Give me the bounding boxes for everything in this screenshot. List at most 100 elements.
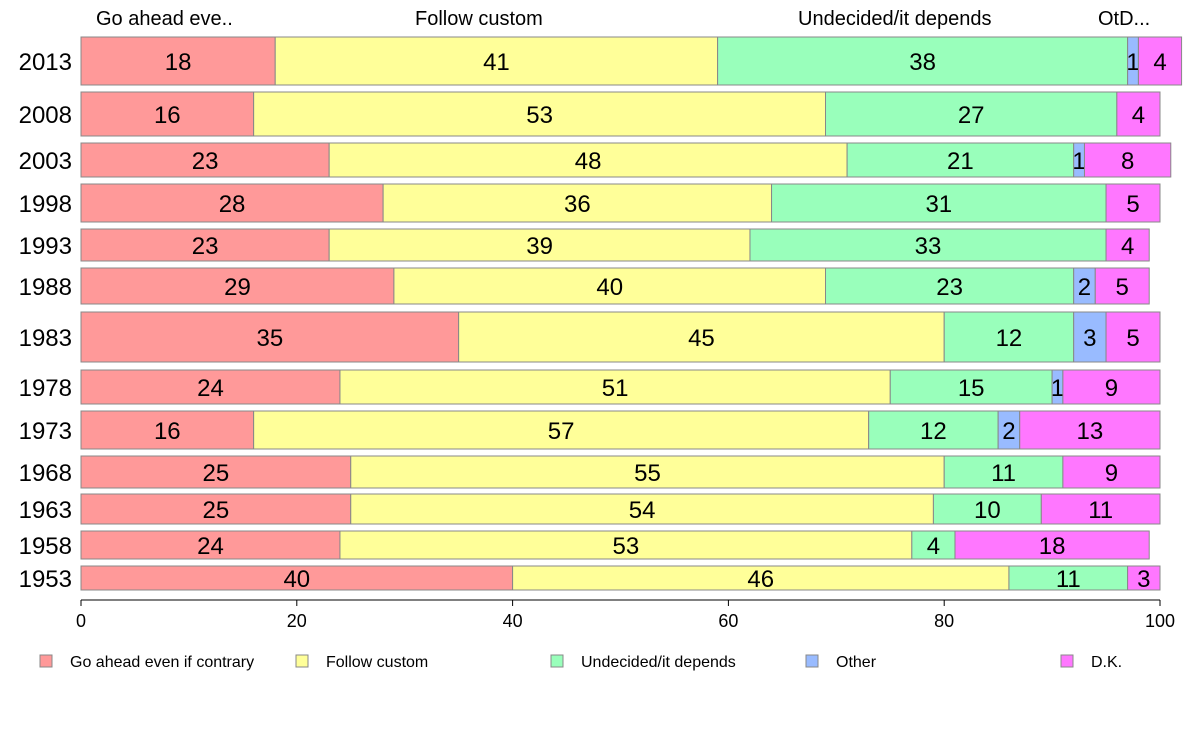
data-label: 35: [256, 325, 283, 352]
data-label: 48: [575, 148, 602, 175]
legend-item: Go ahead even if contrary: [39, 654, 254, 671]
bar-segment: [80, 530, 341, 560]
year-label: 2003: [19, 148, 72, 175]
bar-segment: [1094, 267, 1150, 305]
legend-label: Follow custom: [326, 654, 428, 671]
data-label: 45: [688, 325, 715, 352]
year-label: 1968: [19, 460, 72, 487]
year-label: 1963: [19, 497, 72, 524]
bar-segment: [1040, 493, 1161, 525]
legend-label: Other: [836, 654, 877, 671]
bar-segment: [274, 36, 719, 86]
bar-segment: [825, 91, 1118, 137]
data-label: 4: [1153, 49, 1166, 76]
year-label: 1973: [19, 418, 72, 445]
data-label: 2: [1002, 418, 1015, 445]
bar-segment: [80, 493, 352, 525]
bar-segment: [1083, 142, 1172, 178]
data-label: 53: [526, 102, 553, 129]
year-label: 1983: [19, 325, 72, 352]
bar-row: 29 40 23 2 5: [80, 267, 1150, 305]
bar-segment: [328, 142, 848, 178]
bar-segment: [80, 36, 276, 86]
data-label: 55: [634, 460, 661, 487]
legend-item: Undecided/it depends: [550, 654, 736, 671]
data-label: 36: [564, 191, 591, 218]
year-label: 1998: [19, 191, 72, 218]
year-labels: 2013 2008 2003 1998 1993 1988 1983 1978 1973 1968…: [19, 49, 72, 593]
data-label: 41: [483, 49, 510, 76]
data-label: 25: [203, 497, 230, 524]
data-label: 25: [203, 460, 230, 487]
x-tick-label: 40: [503, 611, 523, 631]
data-label: 18: [165, 49, 192, 76]
bar-row: 40 46 11 3: [80, 565, 1161, 593]
data-label: 12: [996, 325, 1023, 352]
x-tick-label: 0: [76, 611, 86, 631]
data-label: 11: [1088, 497, 1113, 524]
bar-segment: [393, 267, 827, 305]
bar-row: 24 51 15 1 9: [80, 369, 1161, 405]
bar-segment: [458, 311, 945, 363]
bar-segment: [80, 410, 255, 450]
bar-segment: [943, 455, 1064, 489]
legend-item: Follow custom: [295, 654, 428, 671]
data-label: 5: [1126, 325, 1139, 352]
data-label: 13: [1077, 418, 1104, 445]
bar-segment: [339, 530, 913, 560]
data-label: 12: [920, 418, 947, 445]
data-label: 5: [1126, 191, 1139, 218]
legend: Go ahead even if contrary Follow custom Un…: [39, 654, 1122, 671]
year-label: 2008: [19, 102, 72, 129]
bar-segment: [80, 228, 330, 262]
data-label: 1: [1051, 375, 1064, 402]
data-label: 21: [947, 148, 974, 175]
data-label: 9: [1105, 460, 1118, 487]
bar-segment: [1116, 91, 1161, 137]
data-label: 11: [991, 460, 1016, 487]
x-axis: 0 20 40 60 80 100: [76, 599, 1175, 631]
data-label: 16: [154, 102, 181, 129]
year-label: 1978: [19, 375, 72, 402]
legend-item: D.K.: [1060, 654, 1122, 671]
legend-swatch: [39, 654, 53, 668]
data-label: 31: [925, 191, 952, 218]
data-label: 18: [1039, 533, 1066, 560]
bar-segment: [1127, 565, 1161, 591]
data-label: 46: [747, 566, 774, 593]
legend-swatch: [1060, 654, 1074, 668]
data-label: 4: [1132, 102, 1145, 129]
top-label: Follow custom: [415, 8, 543, 30]
data-label: 27: [958, 102, 985, 129]
data-label: 5: [1116, 274, 1129, 301]
bar-segment: [1062, 369, 1161, 405]
data-label: 29: [224, 274, 251, 301]
data-label: 11: [1056, 566, 1081, 593]
x-tick-label: 60: [718, 611, 738, 631]
bar-segment: [749, 228, 1107, 262]
bar-segment: [80, 565, 514, 591]
bar-row: 35 45 12 3 5: [80, 311, 1161, 363]
data-label: 23: [936, 274, 963, 301]
bar-segment: [512, 565, 1010, 591]
bar-segment: [1062, 455, 1161, 489]
bar-segment: [80, 91, 255, 137]
data-label: 54: [629, 497, 656, 524]
year-label: 1988: [19, 274, 72, 301]
bar-row: 23 39 33 4: [80, 228, 1150, 262]
data-label: 33: [915, 233, 942, 260]
top-label: OtD...: [1098, 8, 1150, 30]
bar-segment: [1137, 36, 1183, 86]
top-label: Go ahead eve..: [96, 8, 233, 30]
bar-segment: [911, 530, 956, 560]
bar-segment: [1008, 565, 1129, 591]
bar-segment: [954, 530, 1150, 560]
data-label: 39: [526, 233, 553, 260]
x-tick-label: 20: [287, 611, 307, 631]
data-label: 3: [1083, 325, 1096, 352]
bar-segment: [846, 142, 1075, 178]
bar-segment: [253, 91, 827, 137]
bar-segment: [80, 142, 330, 178]
top-category-labels: Go ahead eve.. Follow custom Undecided/it …: [96, 8, 1150, 30]
data-label: 23: [192, 148, 219, 175]
